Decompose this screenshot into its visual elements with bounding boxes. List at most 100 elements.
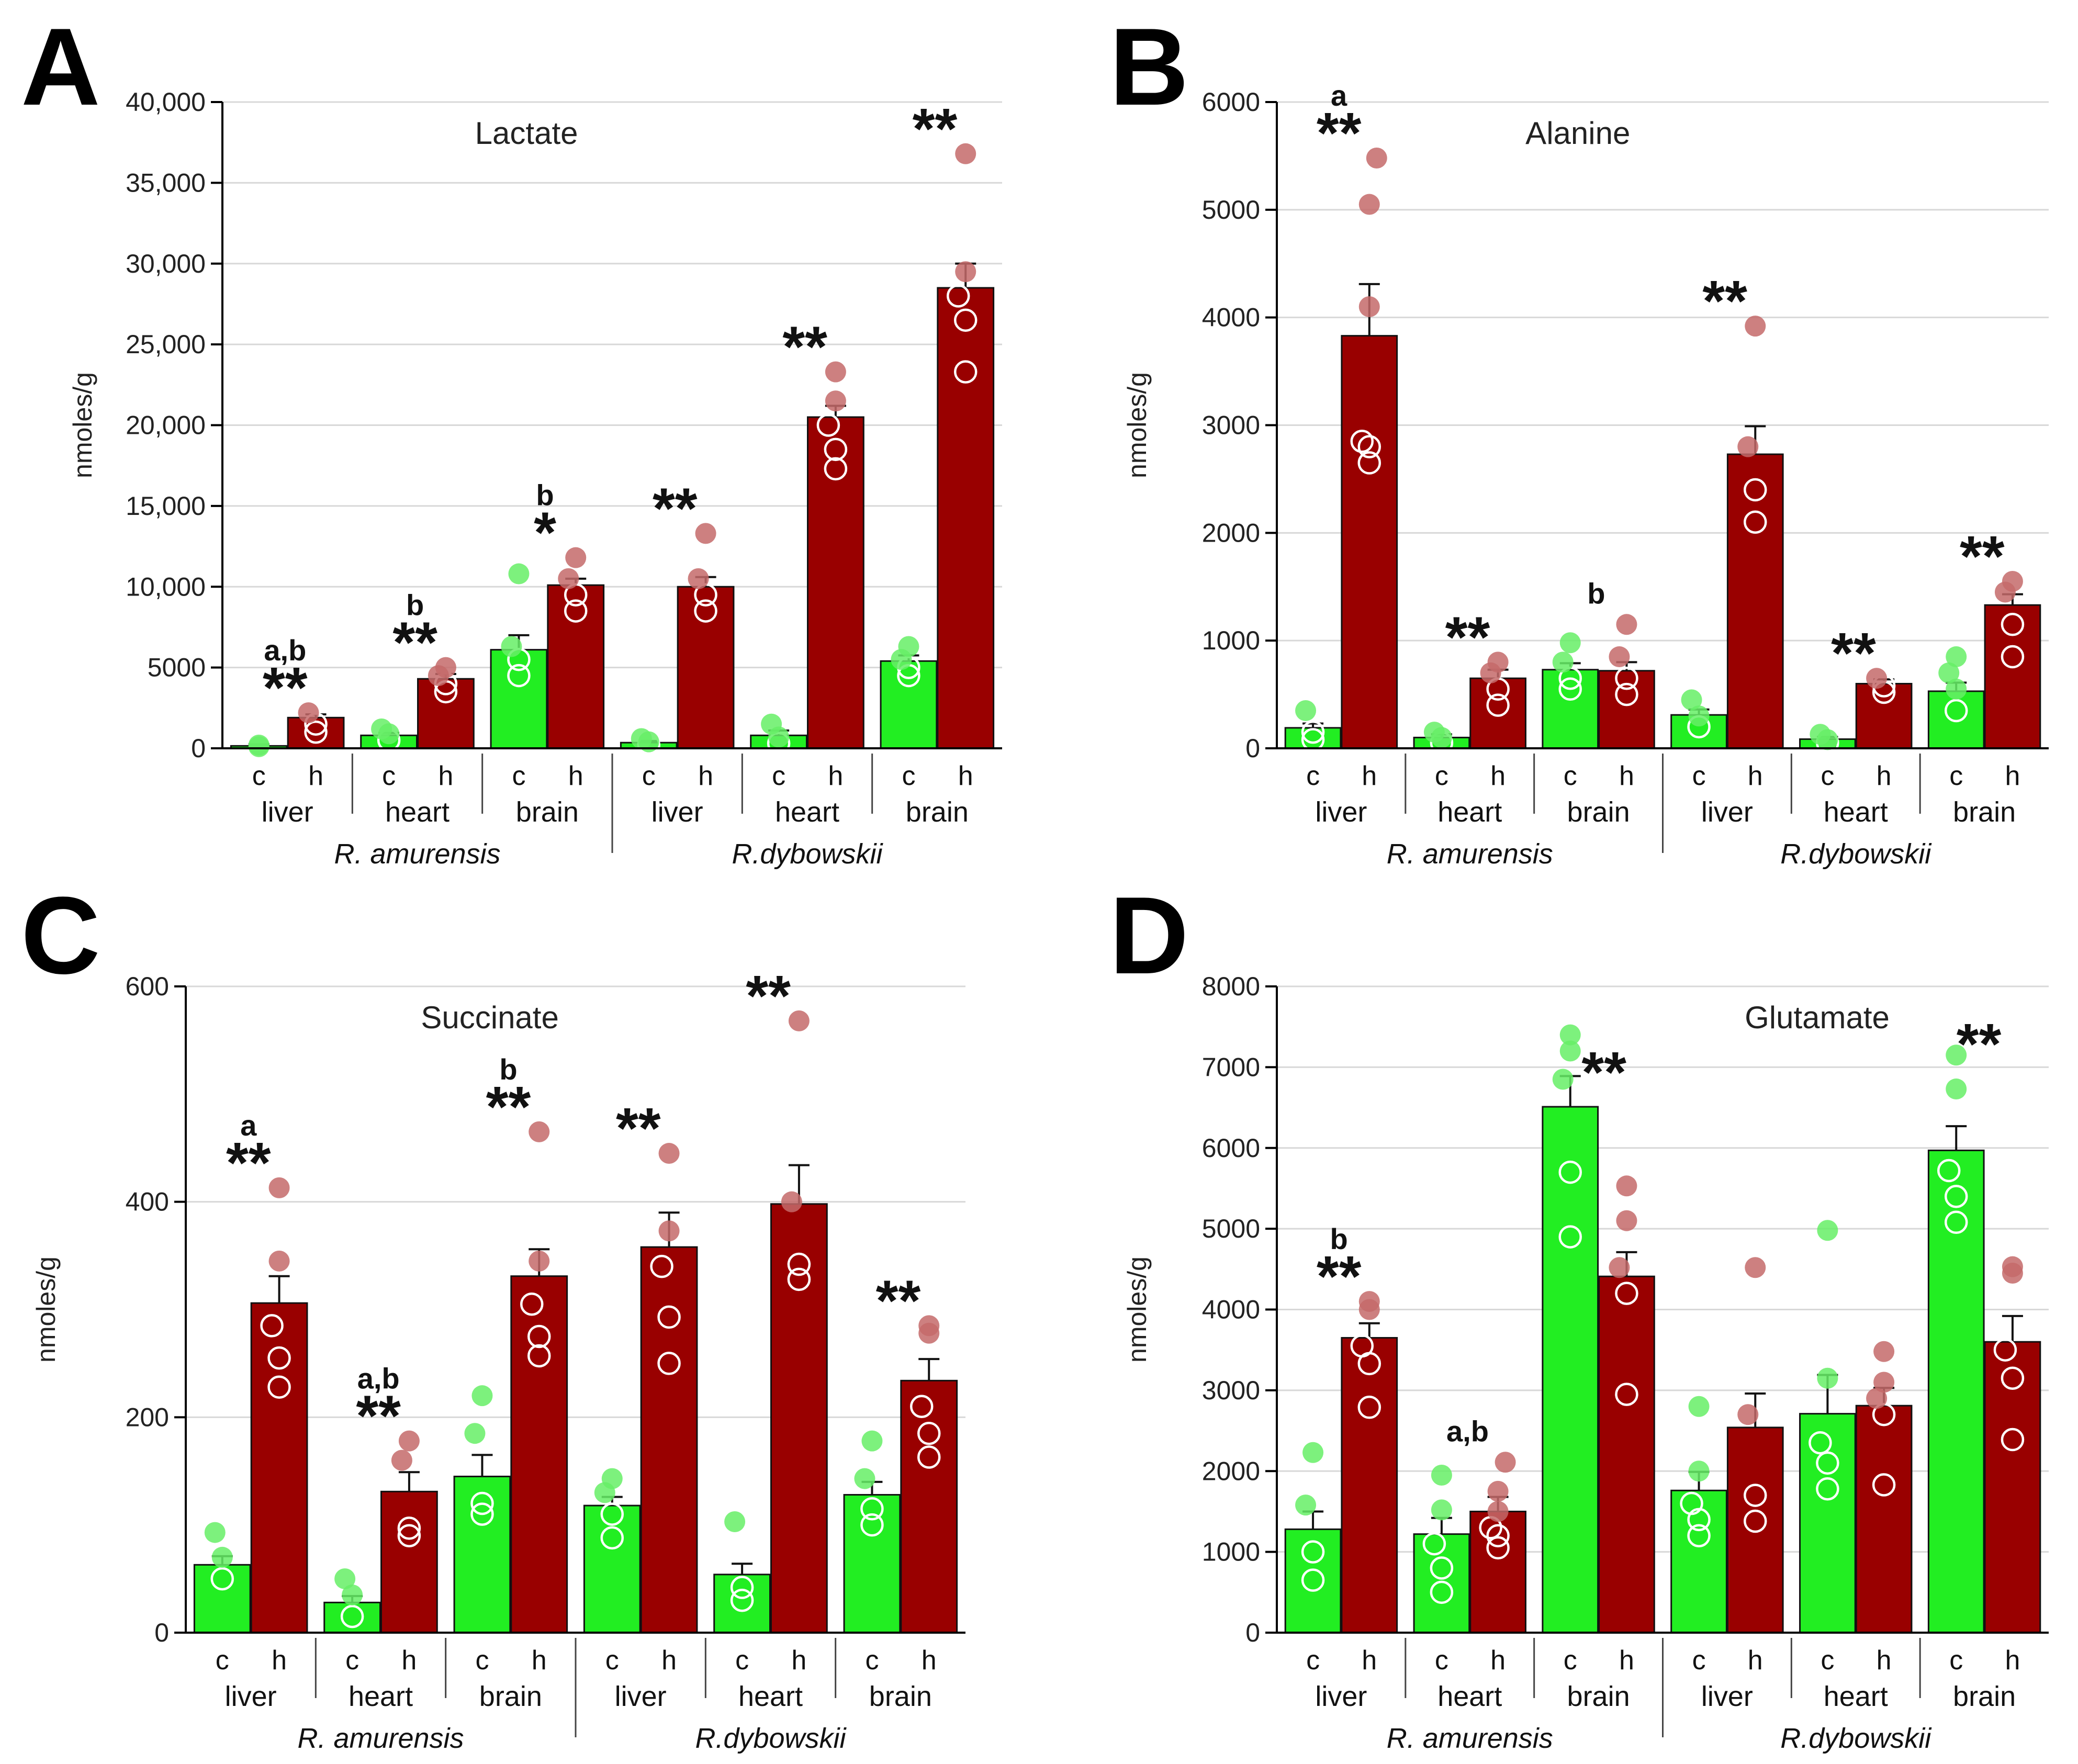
significance-stars: ** bbox=[226, 1131, 271, 1195]
significance-stars: ** bbox=[486, 1075, 531, 1139]
species-label: R.dybowskii bbox=[732, 838, 883, 870]
tissue-label: brain bbox=[906, 796, 969, 828]
condition-label: h bbox=[401, 1645, 417, 1676]
significance-stars: ** bbox=[1960, 524, 2005, 589]
data-point bbox=[1430, 1556, 1454, 1580]
data-point bbox=[1301, 1568, 1325, 1592]
data-point bbox=[694, 599, 717, 623]
data-point bbox=[1358, 1291, 1380, 1312]
bar-h bbox=[417, 678, 475, 749]
data-point bbox=[1302, 1442, 1324, 1463]
data-point bbox=[1552, 651, 1574, 673]
data-point bbox=[342, 1584, 363, 1605]
significance-stars: ** bbox=[1957, 1012, 2002, 1076]
y-tick-label: 3000 bbox=[1202, 411, 1260, 440]
condition-label: c bbox=[642, 761, 656, 791]
condition-label: c bbox=[1821, 761, 1834, 791]
bar-c bbox=[1927, 1149, 1985, 1634]
bar-c bbox=[1284, 727, 1342, 749]
significance-letter: b bbox=[406, 589, 424, 622]
data-point bbox=[688, 568, 709, 589]
data-point bbox=[508, 563, 530, 585]
significance-letter: b bbox=[1587, 577, 1605, 610]
data-point bbox=[1737, 436, 1759, 457]
data-point bbox=[1431, 1464, 1452, 1486]
condition-label: c bbox=[1564, 1645, 1577, 1676]
data-point bbox=[1559, 1024, 1581, 1046]
tissue-label: heart bbox=[775, 796, 839, 828]
data-point bbox=[1616, 1175, 1637, 1197]
bar-c bbox=[1542, 1106, 1599, 1634]
data-point bbox=[860, 1513, 884, 1537]
data-point bbox=[1423, 722, 1445, 743]
y-tick-label: 0 bbox=[1245, 1618, 1260, 1647]
condition-label: c bbox=[772, 761, 785, 791]
data-point bbox=[268, 1250, 290, 1272]
significance-stars: ** bbox=[746, 964, 791, 1028]
tissue-label: brain bbox=[479, 1681, 542, 1712]
data-point bbox=[1680, 1491, 1703, 1515]
tissue-label: brain bbox=[516, 796, 579, 828]
data-point bbox=[2001, 613, 2025, 636]
data-point bbox=[650, 1254, 673, 1278]
condition-label: h bbox=[568, 761, 583, 791]
condition-label: h bbox=[1362, 761, 1377, 791]
data-point bbox=[1744, 478, 1767, 502]
panel-c: C 0 200 400 600 nmoles/g Succinate c h liver c h he… bbox=[21, 874, 965, 1754]
y-axis-label: nmoles/g bbox=[1122, 372, 1152, 478]
data-point bbox=[1816, 1451, 1839, 1475]
y-tick-label: 30,000 bbox=[126, 249, 206, 278]
data-point bbox=[600, 1502, 624, 1526]
data-point bbox=[1558, 1225, 1582, 1249]
data-point bbox=[1430, 1580, 1454, 1604]
condition-label: c bbox=[865, 1645, 879, 1676]
tissue-label: heart bbox=[1824, 796, 1888, 828]
data-point bbox=[1615, 1383, 1638, 1406]
data-point bbox=[1745, 1257, 1766, 1278]
data-point bbox=[787, 1267, 811, 1291]
data-point bbox=[816, 413, 840, 437]
condition-label: h bbox=[1877, 761, 1892, 791]
data-point bbox=[825, 390, 846, 412]
panel-b: B 0 1000 2000 3000 4000 5000 6000 nmoles/g Alani… bbox=[1109, 5, 2049, 870]
bar-c bbox=[1284, 1528, 1342, 1634]
y-tick-label: 20,000 bbox=[126, 411, 206, 440]
data-point bbox=[1558, 677, 1582, 701]
data-point bbox=[946, 284, 970, 308]
data-point bbox=[1431, 1499, 1452, 1521]
bar-h bbox=[640, 1246, 698, 1634]
data-point bbox=[391, 1450, 412, 1471]
y-tick-label: 0 bbox=[191, 734, 206, 763]
data-point bbox=[781, 1191, 802, 1212]
data-point bbox=[918, 1315, 940, 1336]
data-point bbox=[527, 1324, 551, 1349]
y-tick-label: 0 bbox=[1245, 734, 1260, 763]
data-point bbox=[248, 734, 269, 756]
panel-letter: A bbox=[21, 5, 100, 128]
data-point bbox=[1810, 724, 1831, 745]
data-point bbox=[1422, 1532, 1446, 1556]
data-point bbox=[260, 1314, 284, 1338]
data-point bbox=[1744, 1484, 1767, 1507]
data-point bbox=[1873, 1341, 1895, 1362]
tissue-label: brain bbox=[1953, 796, 2016, 828]
species-label: R.dybowskii bbox=[1780, 1723, 1932, 1754]
condition-label: c bbox=[1949, 1645, 1963, 1676]
y-tick-label: 200 bbox=[126, 1402, 169, 1432]
y-tick-label: 15,000 bbox=[126, 491, 206, 521]
data-point bbox=[898, 636, 919, 657]
condition-label: c bbox=[252, 761, 266, 791]
data-point bbox=[2001, 1366, 2025, 1390]
data-point bbox=[730, 1576, 754, 1599]
data-point bbox=[268, 1177, 290, 1198]
tissue-label: brain bbox=[1953, 1681, 2016, 1712]
tissue-label: heart bbox=[385, 796, 450, 828]
panel-letter: C bbox=[21, 874, 100, 997]
condition-label: c bbox=[1435, 1645, 1448, 1676]
data-point bbox=[909, 1395, 934, 1418]
data-point bbox=[334, 1568, 356, 1590]
significance-stars: ** bbox=[782, 315, 827, 379]
data-point bbox=[1486, 693, 1510, 717]
condition-label: h bbox=[2005, 761, 2020, 791]
y-tick-label: 2000 bbox=[1202, 518, 1260, 547]
